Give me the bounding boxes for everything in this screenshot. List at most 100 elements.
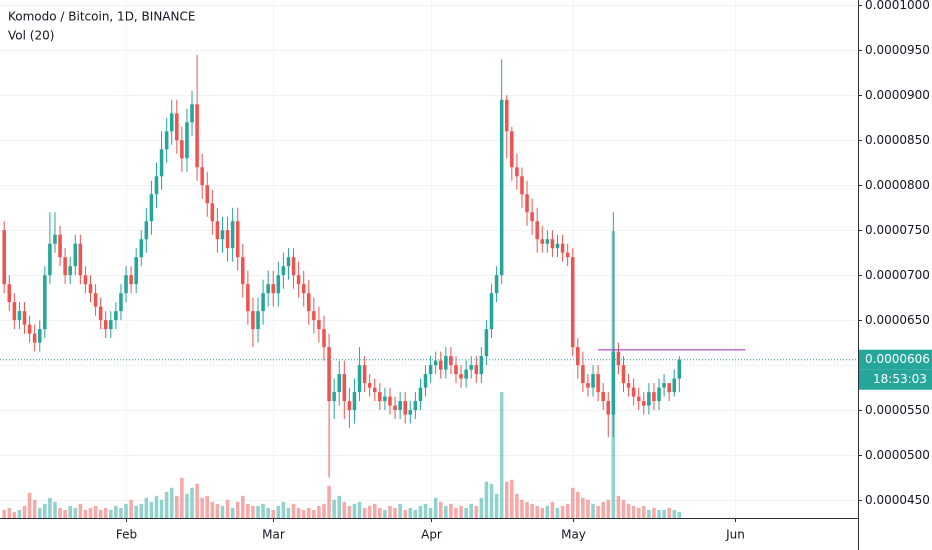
volume-bar <box>621 499 626 518</box>
last-price-label: 0.0000606 <box>865 352 930 366</box>
volume-bar <box>438 501 443 518</box>
candle-body <box>504 99 509 132</box>
candle-body <box>134 257 138 285</box>
volume-bar <box>367 505 372 518</box>
volume-bar <box>631 505 636 518</box>
last-price-box <box>859 349 932 370</box>
y-tick-label: 0.0000950 <box>865 43 930 57</box>
volume-bar <box>489 483 494 518</box>
volume-bar <box>530 503 534 518</box>
candle-body <box>576 347 580 366</box>
volume-bar <box>515 493 519 518</box>
candle-body <box>494 275 499 294</box>
candle-body <box>48 243 52 276</box>
candle-body <box>677 359 682 379</box>
candle-body <box>241 257 245 285</box>
volume-bar <box>53 501 57 518</box>
volume-bar <box>459 505 463 518</box>
candle-body <box>652 392 656 402</box>
candle-body <box>489 293 494 330</box>
volume-bar <box>677 511 682 518</box>
volume-bar <box>657 509 661 518</box>
volume-bar <box>225 499 230 518</box>
volume-bar <box>576 491 580 518</box>
volume-bar <box>154 495 159 518</box>
volume-bar <box>98 509 103 518</box>
candle-body <box>159 149 164 177</box>
volume-bar <box>342 501 347 518</box>
volume-bar <box>180 477 184 518</box>
volume-bar <box>606 499 611 518</box>
volume-bar <box>378 507 382 518</box>
candle-body <box>662 383 666 388</box>
volume-bar <box>291 503 296 518</box>
candle-body <box>190 104 194 123</box>
candle-body <box>17 311 22 321</box>
candle-body <box>428 365 433 375</box>
volume-bar <box>210 501 215 518</box>
volume-bar <box>22 505 27 518</box>
candle-body <box>596 374 600 393</box>
volume-bar <box>322 503 326 518</box>
candle-body <box>296 275 301 285</box>
candle-body <box>337 374 342 393</box>
candle-body <box>88 284 93 294</box>
candle-body <box>383 396 387 402</box>
x-tick-label: Jun <box>725 528 745 542</box>
candle-body <box>83 275 88 285</box>
candle-body <box>555 243 560 249</box>
volume-bar <box>672 509 677 518</box>
volume-bar <box>362 507 367 518</box>
candle-body <box>474 365 479 375</box>
candle-body <box>144 221 149 240</box>
candle-body <box>372 387 377 393</box>
candle-body <box>591 374 595 388</box>
candle-body <box>251 311 255 330</box>
y-tick-label: 0.0001000 <box>865 0 930 12</box>
candle-body <box>109 320 113 330</box>
x-tick-label: Mar <box>262 528 285 542</box>
volume-bar <box>230 507 235 518</box>
candle-body <box>520 176 524 195</box>
candle-body <box>545 239 550 244</box>
volume-bar <box>601 501 605 518</box>
candle-body <box>124 275 128 294</box>
volume-bar <box>48 497 52 518</box>
candle-body <box>195 104 199 168</box>
volume-bar <box>626 503 631 518</box>
volume-bar <box>449 503 453 518</box>
candle-body <box>611 351 616 415</box>
countdown-label: 18:53:03 <box>873 372 927 386</box>
candle-body <box>306 293 311 312</box>
candle-body <box>301 284 306 294</box>
candle-body <box>12 302 17 321</box>
volume-bar <box>119 507 123 518</box>
candle-body <box>570 257 575 348</box>
x-tick-label: Feb <box>116 528 137 542</box>
volume-bar <box>586 499 590 518</box>
candle-body <box>312 311 316 321</box>
volume-bar <box>175 495 179 518</box>
volume-bar <box>169 487 174 518</box>
volume-bar <box>281 501 286 518</box>
candle-body <box>525 194 529 213</box>
volume-bar <box>246 503 250 518</box>
candle-body <box>327 347 331 402</box>
volume-bar <box>149 501 154 518</box>
volume-bar <box>560 505 565 518</box>
volume-bar <box>103 507 108 518</box>
candle-body <box>32 333 37 343</box>
volume-bar <box>504 481 509 518</box>
volume-bar <box>510 479 514 518</box>
candle-body <box>205 185 210 204</box>
volume-bar <box>525 501 529 518</box>
volume-bar <box>418 505 423 518</box>
volume-bar <box>17 509 22 518</box>
candle-body <box>535 221 539 240</box>
volume-bar <box>454 507 458 518</box>
volume-bar <box>662 509 666 518</box>
volume-bar <box>12 511 17 518</box>
volume-bar <box>535 505 539 518</box>
volume-bar <box>7 507 12 518</box>
candle-body <box>129 275 133 285</box>
